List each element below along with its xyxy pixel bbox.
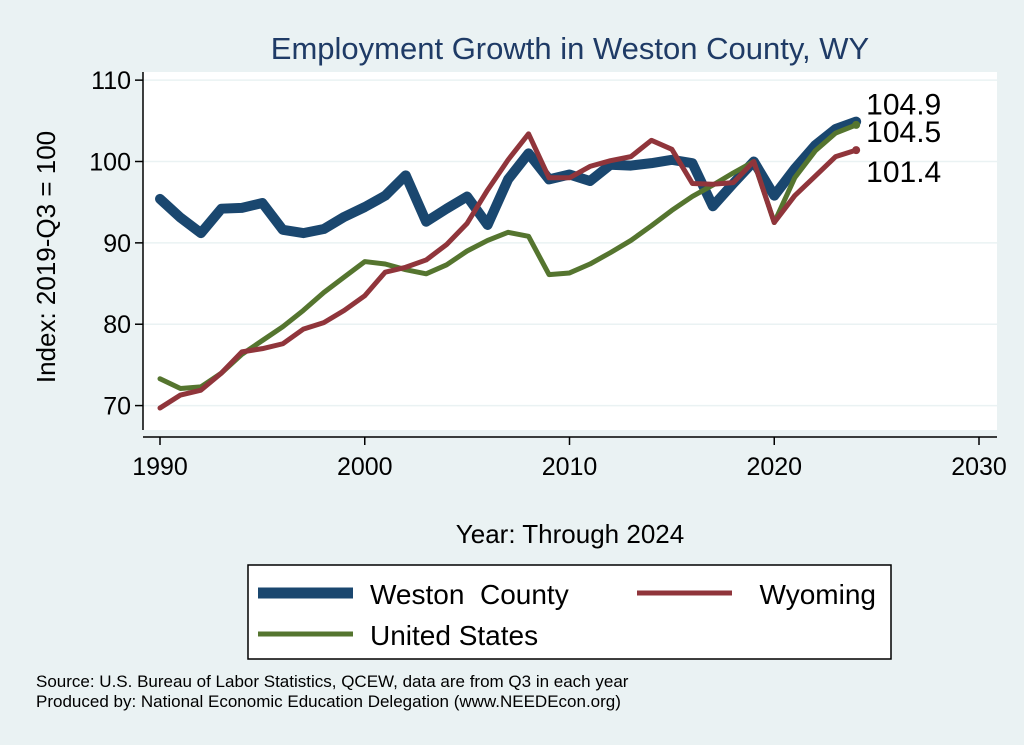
y-axis-label: Index: 2019-Q3 = 100 <box>31 131 61 383</box>
source-notes: Source: U.S. Bureau of Labor Statistics,… <box>36 672 628 712</box>
end-value-label: 101.4 <box>866 156 941 189</box>
produced-by-line: Produced by: National Economic Education… <box>36 692 621 711</box>
legend-label-united-states: United States <box>370 620 538 651</box>
y-tick-label: 110 <box>91 67 131 95</box>
plot-area <box>143 72 997 430</box>
x-tick-label: 2020 <box>746 453 802 481</box>
end-point-wyoming <box>852 146 861 155</box>
y-tick-label: 90 <box>103 230 131 258</box>
end-value-label: 104.9 <box>866 89 941 122</box>
y-ticks: 70 80 90 100 110 <box>89 67 143 421</box>
end-point-united-states <box>852 120 861 129</box>
x-tick-label: 2000 <box>337 453 393 481</box>
legend-label-wyoming: Wyoming <box>760 579 876 610</box>
series-lines <box>155 116 862 411</box>
x-ticks: 1990 2000 2010 2020 2030 <box>132 437 1007 481</box>
y-tick-label: 100 <box>89 149 131 177</box>
series-line-united-states <box>157 122 859 392</box>
x-tick-label: 1990 <box>132 453 188 481</box>
x-tick-label: 2030 <box>951 453 1007 481</box>
x-axis-label: Year: Through 2024 <box>456 519 684 549</box>
end-labels: 104.9 101.4 104.5 <box>866 89 941 189</box>
y-tick-label: 70 <box>103 393 131 421</box>
y-tick-label: 80 <box>103 311 131 339</box>
end-value-label: 104.5 <box>866 116 941 149</box>
x-tick-label: 2010 <box>542 453 598 481</box>
series-line-wyoming <box>157 131 859 411</box>
legend-box <box>247 564 892 660</box>
source-line: Source: U.S. Bureau of Labor Statistics,… <box>36 672 629 691</box>
legend-label-weston-county: Weston County <box>370 579 569 610</box>
chart-title: Employment Growth in Weston County, WY <box>271 31 869 66</box>
